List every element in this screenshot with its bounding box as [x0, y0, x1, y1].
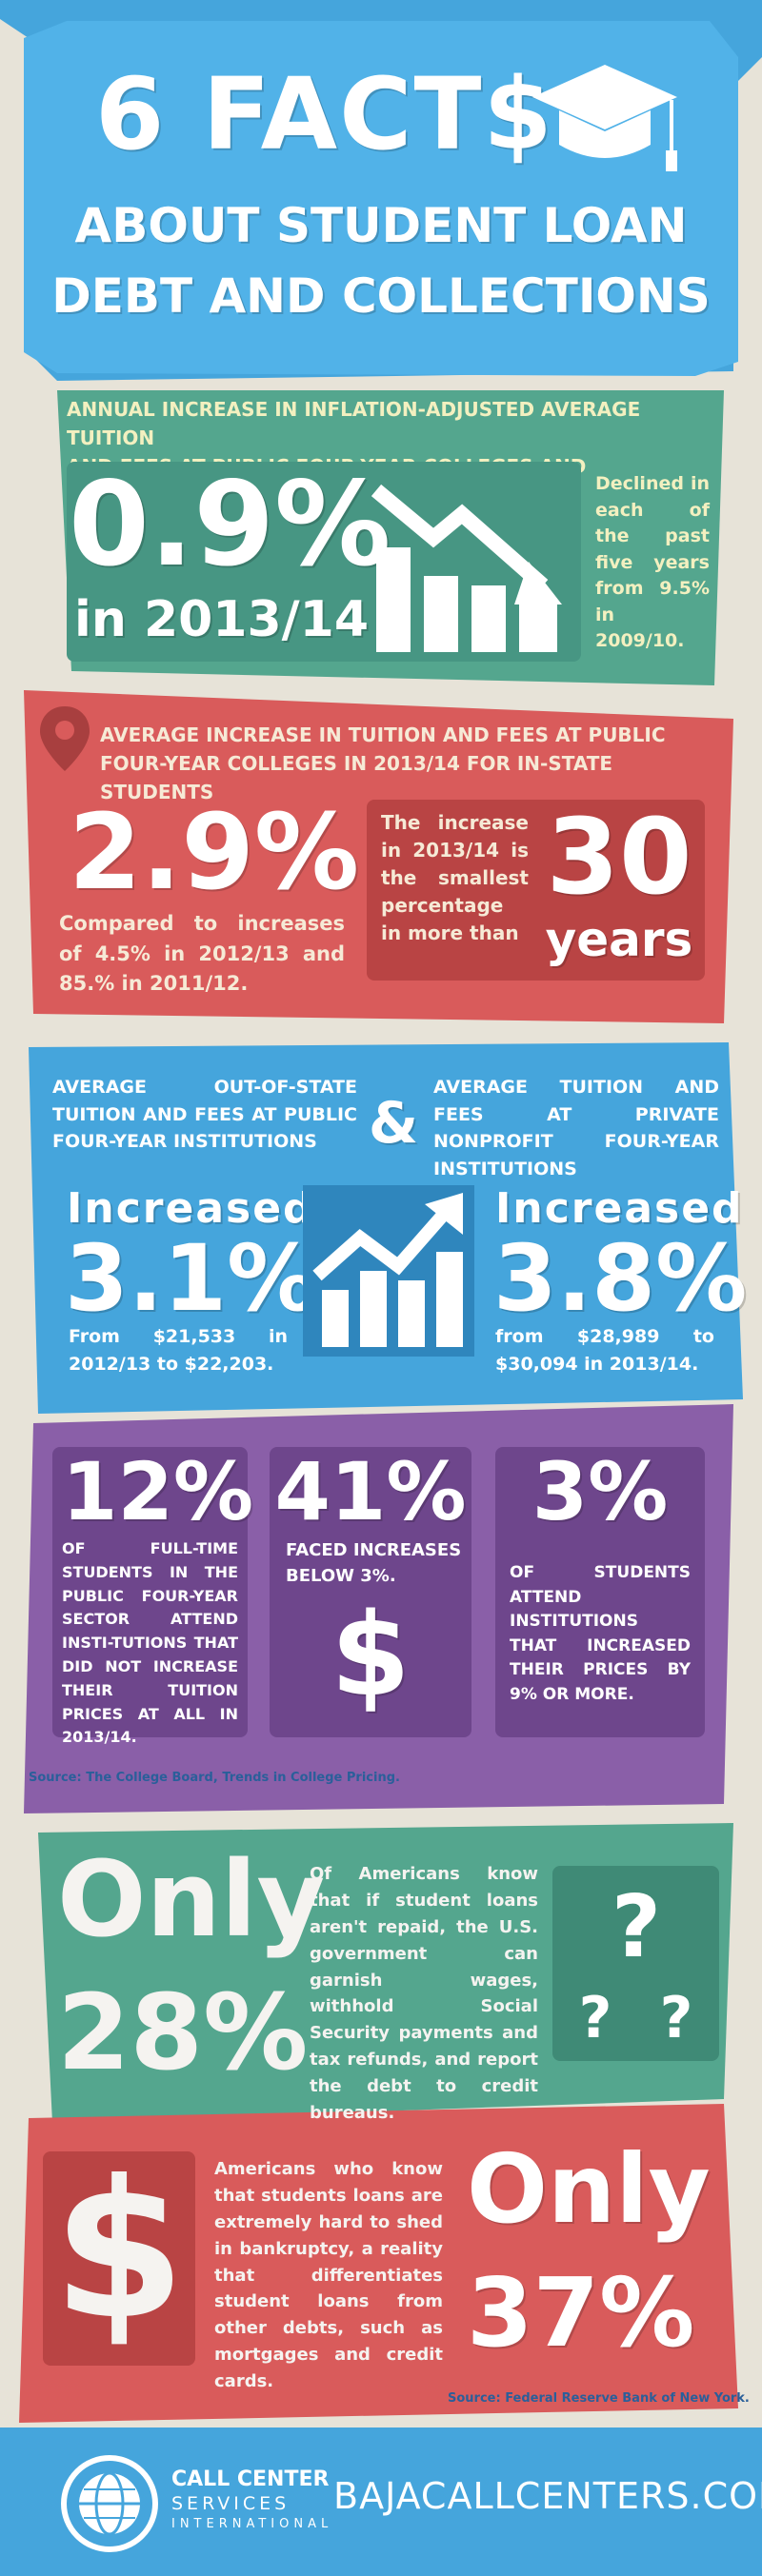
fact2-big-value: 2.9%	[69, 791, 360, 913]
rising-chart-icon	[303, 1185, 474, 1357]
footer-url-link[interactable]: BAJACALLCENTERS.COM	[333, 2475, 762, 2517]
dollar-icon: $	[52, 2140, 186, 2362]
fact4-card-2	[270, 1447, 471, 1737]
fact5-only: Only	[57, 1838, 326, 1960]
globe-headset-logo-icon	[61, 2455, 158, 2552]
fact1-big-value: 0.9%	[69, 457, 391, 592]
declining-chart-icon	[371, 484, 562, 652]
fact6-source: Source: Federal Reserve Bank of New York…	[448, 2391, 750, 2406]
fact4-c1-value: 12%	[62, 1445, 254, 1538]
svg-text:?: ?	[660, 1985, 693, 2051]
fact4-c1-text: OF FULL-TIME STUDENTS IN THE PUBLIC FOUR…	[62, 1539, 238, 1747]
fact3-left-value: 3.1%	[65, 1225, 319, 1332]
fact6-only: Only	[467, 2133, 711, 2245]
fact2-heading-line1: AVERAGE INCREASE IN TUITION AND FEES AT …	[100, 723, 666, 746]
fact4-c2-value: 41%	[274, 1445, 467, 1538]
logo-line-2: SERVICES	[171, 2493, 291, 2514]
question-marks-icon: ? ? ?	[579, 1877, 693, 2051]
fact3-right-value: 3.8%	[493, 1225, 748, 1332]
fact4-card-3	[495, 1447, 705, 1737]
graduation-cap-icon	[532, 65, 677, 171]
fact6-text: Americans who know that students loans a…	[214, 2159, 443, 2392]
fact2-heading-line2: FOUR-YEAR COLLEGES IN 2013/14 FOR IN-STA…	[100, 752, 613, 803]
fact6-value: 37%	[467, 2257, 695, 2368]
fact2-side-number: 30	[546, 796, 692, 918]
subtitle-line-1: ABOUT STUDENT LOAN	[74, 198, 688, 253]
fact3-left-note: From $21,533 in 2012/13 to $22,203.	[69, 1326, 288, 1375]
fact6-icon-box	[43, 2151, 195, 2366]
logo-line-1: CALL CENTER	[171, 2467, 330, 2491]
fact4-card-1	[52, 1447, 248, 1737]
fact1-note: Declined in each of the past five years …	[595, 473, 710, 652]
fact3-left-label: Increased	[67, 1184, 315, 1233]
page-title: 6 FACT$	[95, 56, 554, 172]
fact4-source: Source: The College Board, Trends in Col…	[29, 1771, 400, 1785]
fact3-right-heading: AVERAGE TUITION AND FEES AT PRIVATE NONP…	[433, 1077, 719, 1179]
logo-line-3: INTERNATIONAL	[171, 2517, 333, 2531]
fact2-heading: AVERAGE INCREASE IN TUITION AND FEES AT …	[100, 721, 710, 806]
fact2-side-text: The increase in 2013/14 is the smallest …	[381, 811, 529, 944]
fact4-c3-value: 3%	[531, 1445, 669, 1538]
fact2-side-box	[367, 800, 705, 981]
fact4-c2-text: FACED INCREASES BELOW 3%.	[286, 1540, 462, 1586]
svg-text:?: ?	[579, 1985, 612, 2051]
svg-text:?: ?	[612, 1877, 661, 1977]
fact4-c3-text: OF STUDENTS ATTEND INSTITUTIONS THAT INC…	[510, 1563, 691, 1704]
fact5-value: 28%	[57, 1972, 309, 2093]
fact3-right-note: from $28,989 to $30,094 in 2013/14.	[495, 1326, 714, 1375]
fact2-side-unit: years	[545, 912, 693, 967]
fact1-big-year: in 2013/14	[74, 591, 370, 648]
map-pin-icon	[40, 706, 90, 771]
dollar-icon: $	[331, 1590, 411, 1722]
fact5-text: Of Americans know that if student loans …	[310, 1864, 538, 2124]
fact3-left-heading: AVERAGE OUT-OF-STATE TUITION AND FEES AT…	[52, 1077, 357, 1152]
fact3-ampersand: &	[368, 1090, 419, 1157]
fact3-right-label: Increased	[495, 1184, 744, 1233]
fact1-heading-line1: ANNUAL INCREASE IN INFLATION-ADJUSTED AV…	[67, 398, 641, 449]
fact5-icon-box	[552, 1866, 719, 2061]
fact2-compare: Compared to increases of 4.5% in 2012/13…	[59, 912, 345, 995]
subtitle-line-2: DEBT AND COLLECTIONS	[51, 268, 711, 324]
